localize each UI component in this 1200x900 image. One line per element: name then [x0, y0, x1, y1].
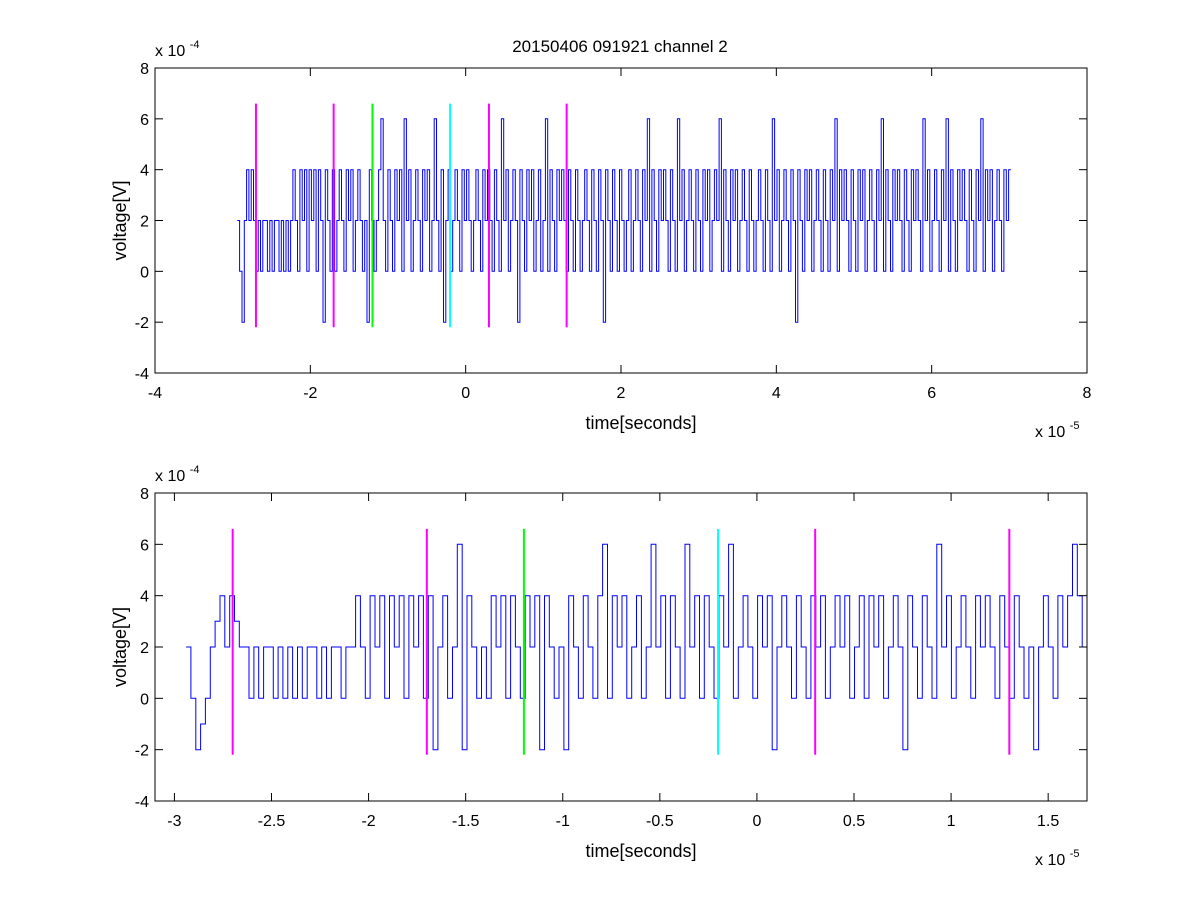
x-tick-label: 0	[461, 385, 470, 402]
x-tick-label: -2	[361, 813, 375, 830]
top-plot: -4 -2 0 2 4 6 8 -4 -2 0 2 4 6 8 time[seconds] voltage[V…	[110, 39, 1092, 441]
x-axis-label: time[seconds]	[585, 841, 696, 861]
y-exponent-power: -4	[190, 39, 200, 51]
y-tick-label: -2	[135, 743, 149, 760]
x-tick-label: 6	[927, 385, 936, 402]
signal-line-series-0	[237, 118, 1011, 323]
x-tick-label: 2	[617, 385, 626, 402]
x-tick-label: -0.5	[646, 813, 674, 830]
x-exponent-label: x 10 -5	[1035, 848, 1079, 869]
x-axis-label: time[seconds]	[585, 413, 696, 433]
x-tick-label: -1.5	[452, 813, 480, 830]
x-tick-label: -4	[148, 385, 162, 402]
x-tick-label: 1	[947, 813, 956, 830]
x-tick-label: -2.5	[258, 813, 286, 830]
y-exponent-label: x 10 -4	[155, 464, 199, 485]
x-exponent-power: -5	[1070, 848, 1080, 860]
figure-title: 20150406 091921 channel 2	[512, 37, 728, 56]
x-tick-label: 1.5	[1037, 813, 1059, 830]
y-tick-label: 8	[140, 486, 149, 503]
y-tick-label: -4	[135, 794, 149, 811]
y-exponent-power: -4	[190, 464, 200, 476]
y-tick-label: 4	[140, 589, 149, 606]
y-tick-label: 6	[140, 112, 149, 129]
y-tick-label: 6	[140, 537, 149, 554]
x-exponent-power: -5	[1070, 420, 1080, 432]
y-tick-label: 2	[140, 214, 149, 231]
y-tick-label: 4	[140, 163, 149, 180]
y-exponent-label: x 10 -4	[155, 39, 199, 60]
y-tick-label: 0	[140, 264, 149, 281]
x-exponent-label: x 10 -5	[1035, 420, 1079, 441]
x-tick-label: 0.5	[843, 813, 865, 830]
y-tick-label: 8	[140, 61, 149, 78]
y-tick-label: -2	[135, 315, 149, 332]
signal-line-series-0	[186, 543, 1087, 751]
y-tick-label: -4	[135, 366, 149, 383]
x-tick-label: -2	[303, 385, 317, 402]
x-tick-label: 4	[772, 385, 781, 402]
x-tick-label: -3	[167, 813, 181, 830]
bottom-plot: -3 -2.5 -2 -1.5 -1 -0.5 0 0.5 1 1.5 -4 -2 0 2 4 6 8 time[…	[110, 464, 1088, 869]
x-tick-label: -1	[556, 813, 570, 830]
y-tick-label: 2	[140, 640, 149, 657]
y-tick-label: 0	[140, 691, 149, 708]
y-axis-label: voltage[V]	[110, 180, 130, 260]
x-tick-label: 8	[1083, 385, 1092, 402]
x-tick-label: 0	[752, 813, 761, 830]
y-axis-label: voltage[V]	[110, 607, 130, 687]
